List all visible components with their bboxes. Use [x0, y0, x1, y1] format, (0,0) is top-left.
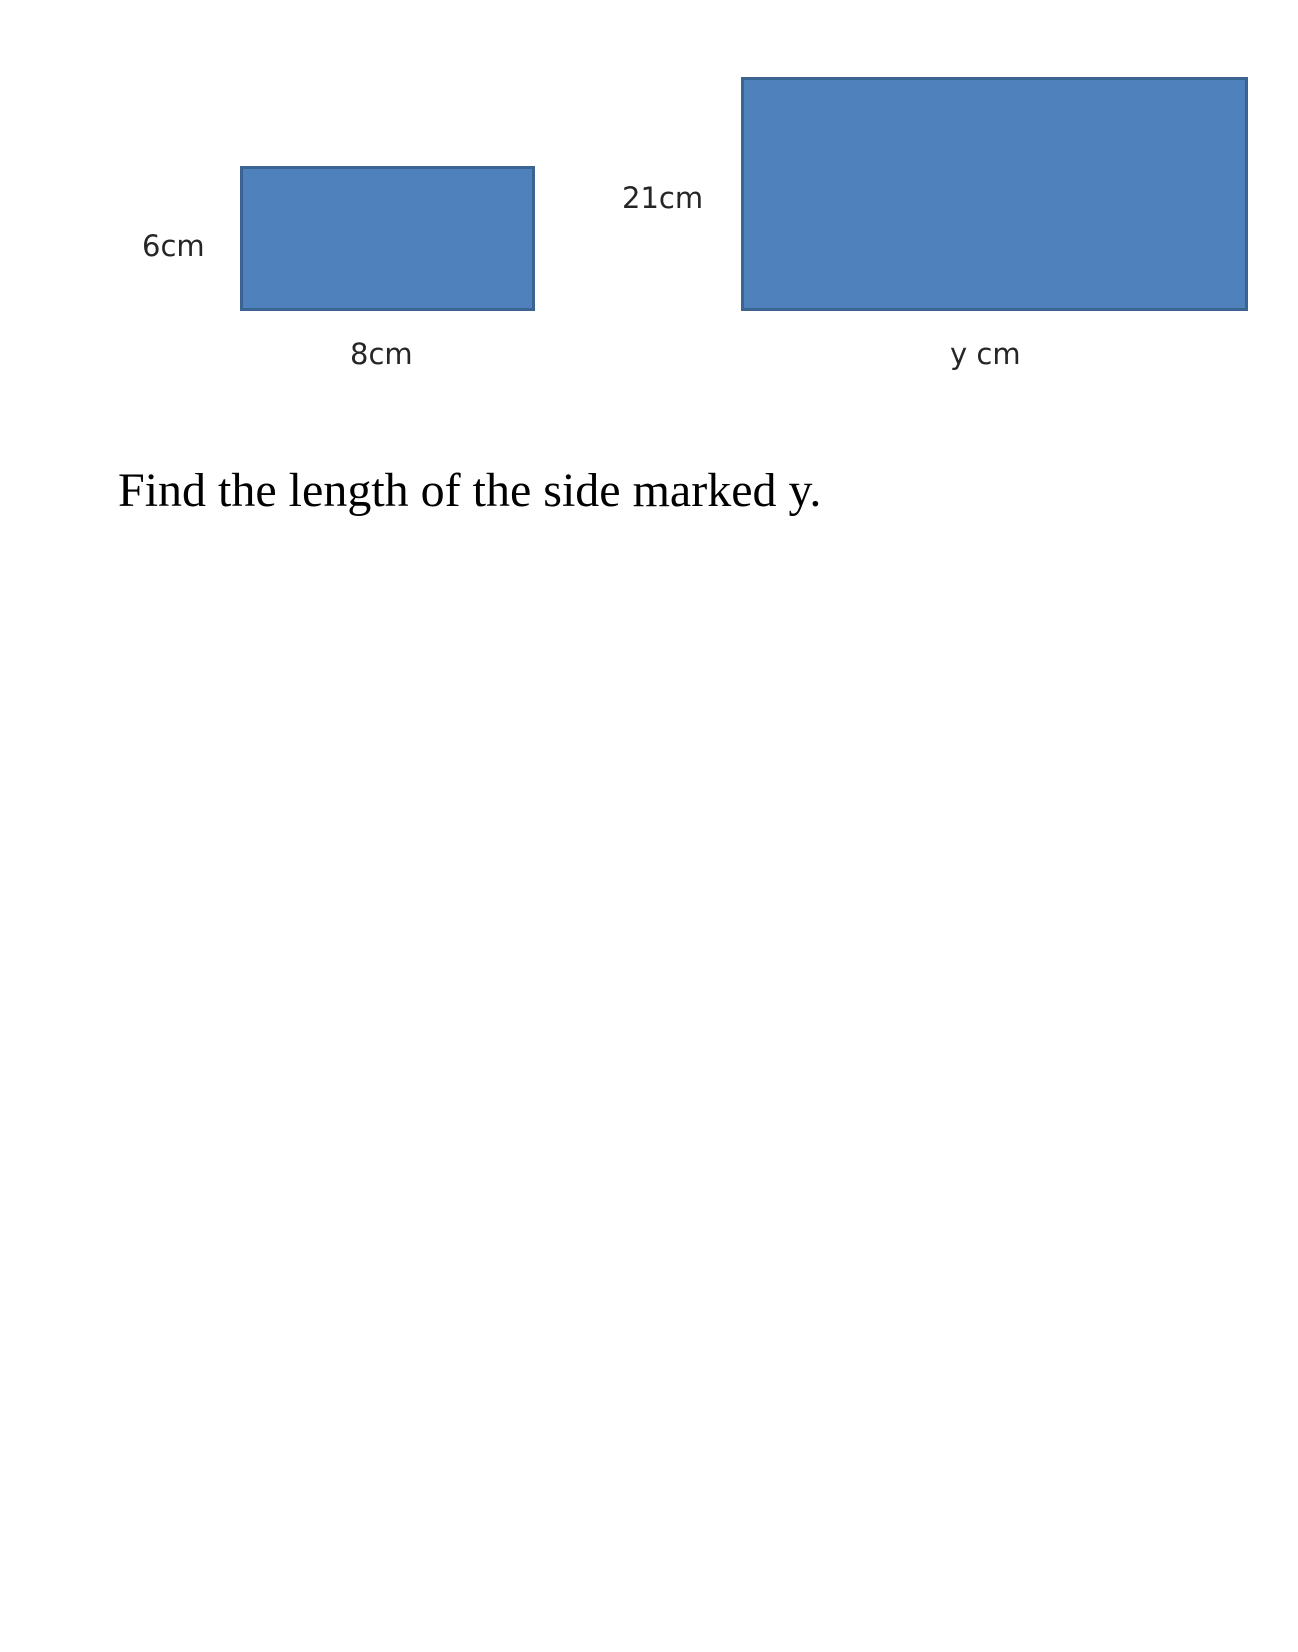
- small-rectangle: [240, 166, 535, 311]
- large-rectangle: [741, 77, 1248, 311]
- similar-rectangles-figure: 6cm 8cm 21cm y cm: [0, 0, 1298, 420]
- large-rectangle-height-label: 21cm: [622, 184, 703, 213]
- question-text: Find the length of the side marked y.: [118, 462, 821, 520]
- large-rectangle-width-label: y cm: [950, 340, 1021, 369]
- small-rectangle-width-label: 8cm: [350, 340, 413, 369]
- small-rectangle-height-label: 6cm: [142, 232, 205, 261]
